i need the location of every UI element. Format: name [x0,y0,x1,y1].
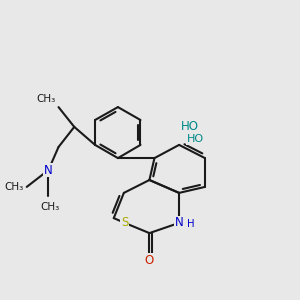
Text: CH₃: CH₃ [4,182,24,192]
Text: O: O [145,254,154,267]
Text: HO: HO [181,119,199,133]
Text: S: S [121,216,128,230]
Text: N: N [175,216,184,230]
Text: CH₃: CH₃ [40,202,59,212]
Text: CH₃: CH₃ [36,94,56,104]
Text: N: N [44,164,53,177]
Text: HO: HO [187,134,204,145]
Text: H: H [188,219,195,230]
